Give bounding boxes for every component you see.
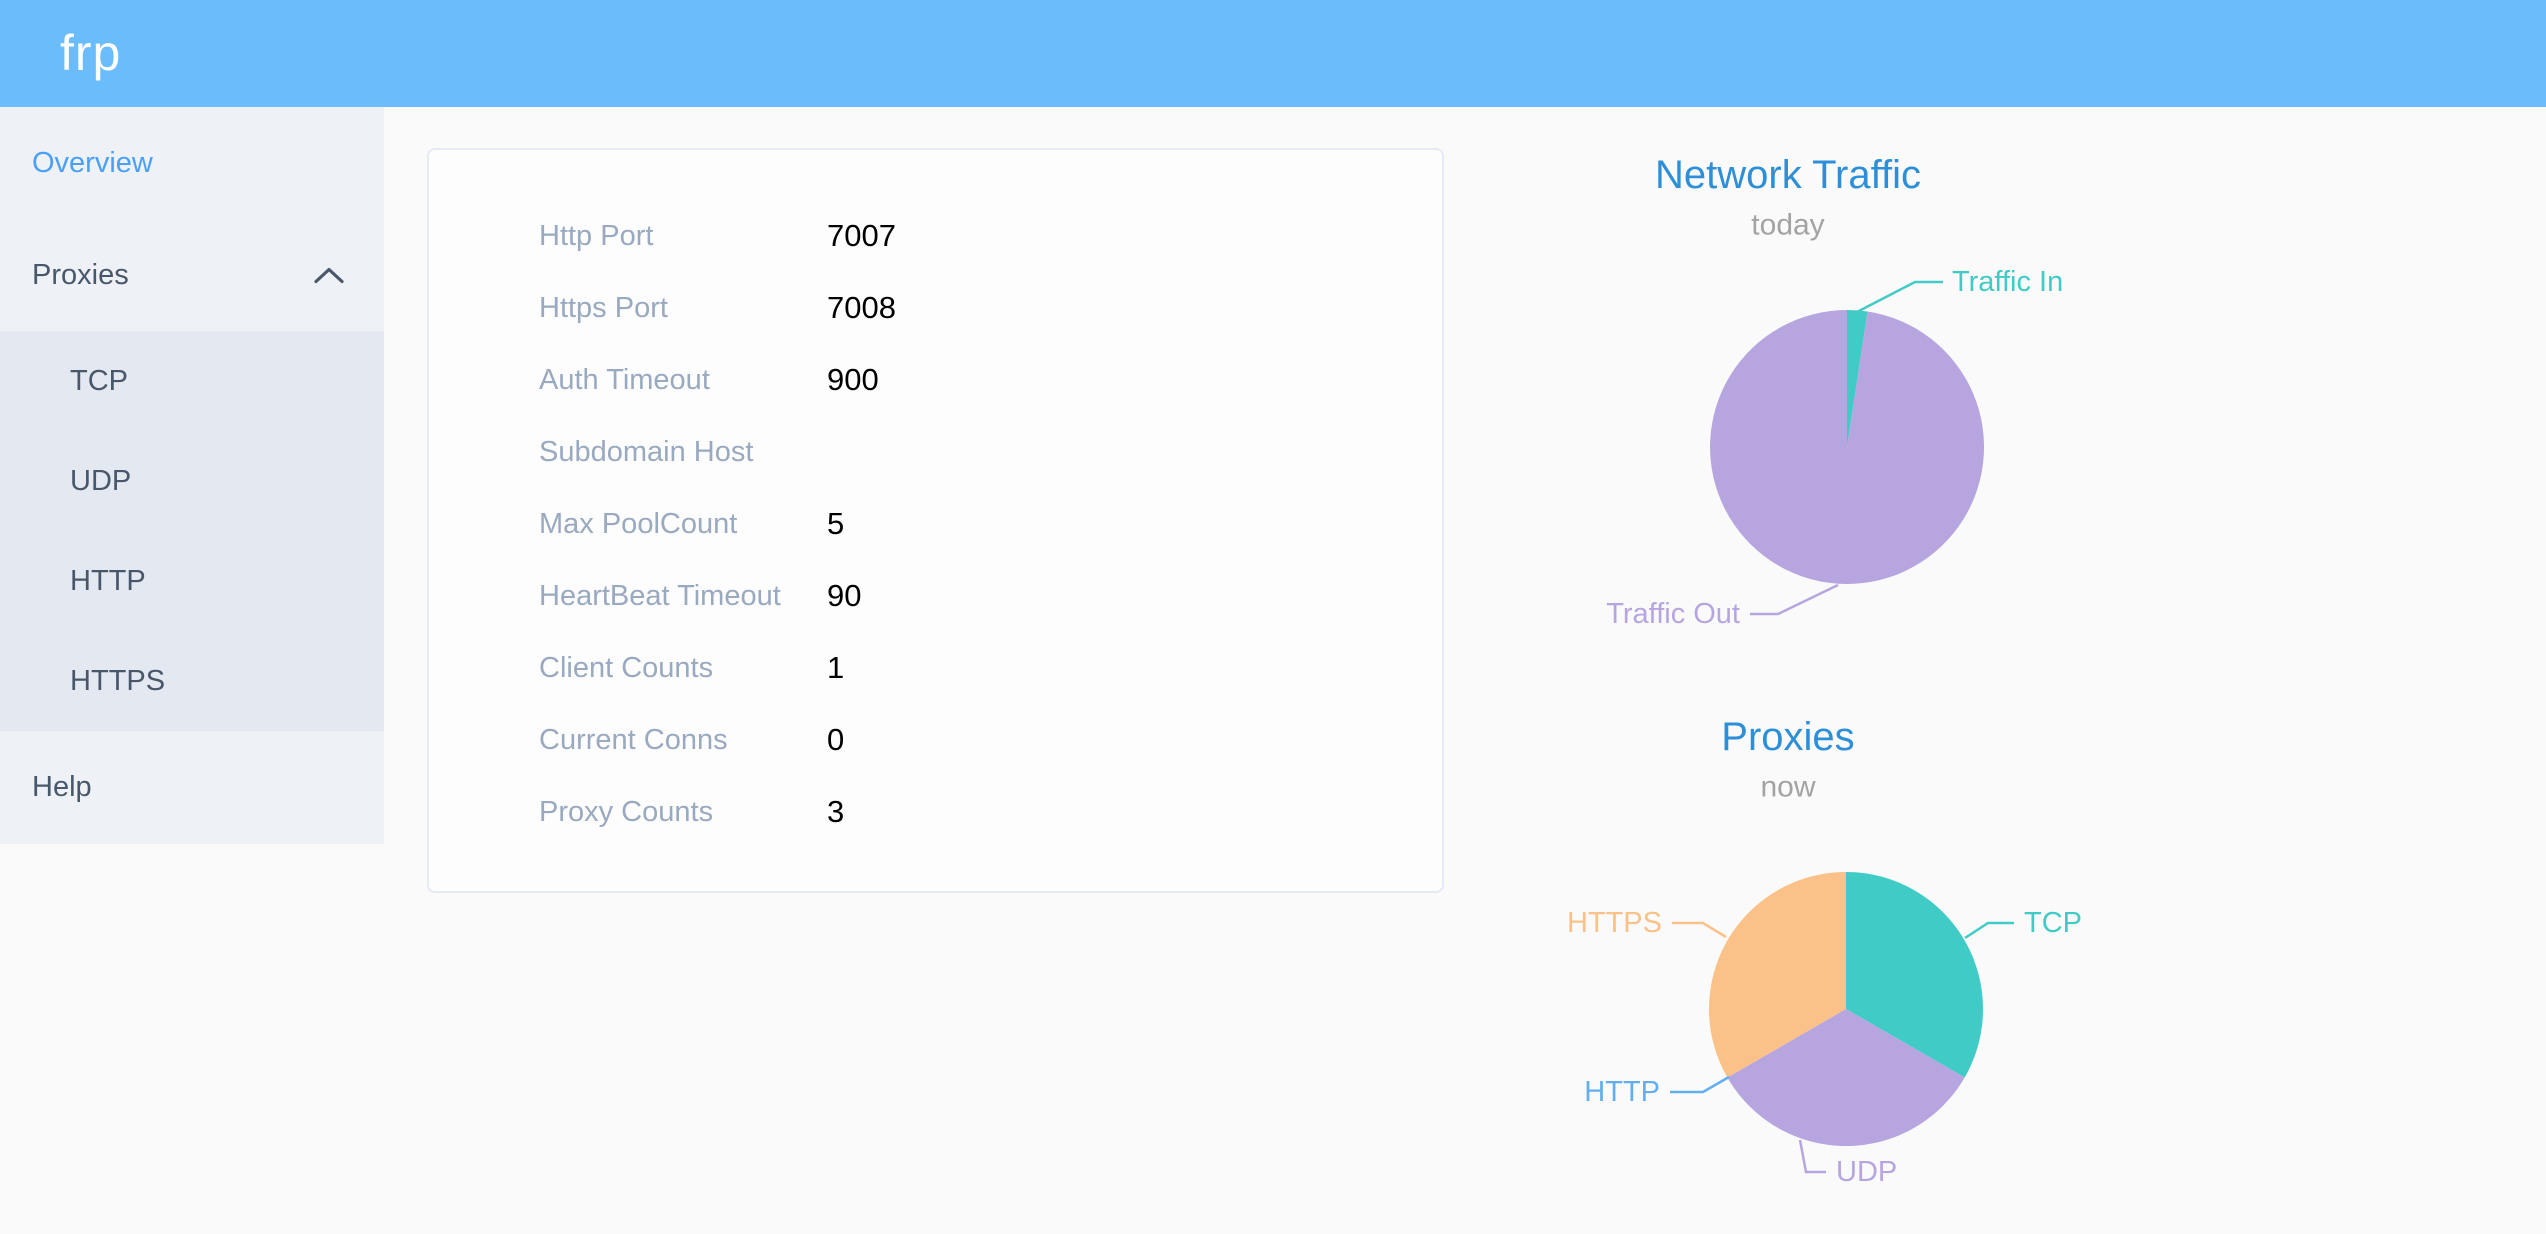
https-label: HTTPS xyxy=(1567,907,1662,939)
info-label: Client Counts xyxy=(539,652,714,684)
pie-slice-traffic-out[interactable] xyxy=(1710,310,1985,584)
info-label: Https Port xyxy=(539,292,668,324)
info-row-proxy-counts: Proxy Counts 3 xyxy=(429,776,1442,848)
info-label: Max PoolCount xyxy=(539,508,738,540)
info-row-http-port: Http Port 7007 xyxy=(429,200,1442,272)
proxies-submenu: TCP UDP HTTP HTTPS xyxy=(0,331,384,731)
info-value: 1 xyxy=(827,650,845,685)
proxies-chart: Proxies now TCP HTTPS HTTP UDP xyxy=(1430,700,2210,1230)
network-traffic-pie xyxy=(1710,310,1985,584)
pie-slice-traffic-in[interactable] xyxy=(1847,310,1868,447)
pie-slice-tcp[interactable] xyxy=(1846,872,1984,1078)
info-label: Current Conns xyxy=(539,724,728,756)
network-traffic-chart: Network Traffic today Traffic In Traffic… xyxy=(1430,140,2210,650)
info-value: 900 xyxy=(827,362,879,397)
info-label: Proxy Counts xyxy=(539,796,714,828)
sidebar-item-tcp[interactable]: TCP xyxy=(0,331,384,431)
info-label: Auth Timeout xyxy=(539,364,710,396)
sidebar-item-udp[interactable]: UDP xyxy=(0,431,384,531)
sidebar-item-overview-label: Overview xyxy=(32,147,153,179)
sidebar-item-help[interactable]: Help xyxy=(0,731,384,844)
http-label: HTTP xyxy=(1584,1076,1660,1108)
sidebar-item-overview[interactable]: Overview xyxy=(0,107,384,219)
sidebar: Overview Proxies TCP UDP HTTP HTTPS Help xyxy=(0,107,384,844)
chevron-up-icon xyxy=(314,267,344,284)
udp-label: UDP xyxy=(1836,1156,1897,1188)
http-label-line xyxy=(1670,1075,1730,1094)
info-row-client-counts: Client Counts 1 xyxy=(429,632,1442,704)
info-row-heartbeat-timeout: HeartBeat Timeout 90 xyxy=(429,560,1442,632)
network-traffic-subtitle: today xyxy=(1751,209,1824,242)
app-header: frp xyxy=(0,0,2546,107)
info-row-auth-timeout: Auth Timeout 900 xyxy=(429,344,1442,416)
tcp-label: TCP xyxy=(2024,907,2082,939)
info-row-current-conns: Current Conns 0 xyxy=(429,704,1442,776)
info-row-subdomain-host: Subdomain Host xyxy=(429,416,1442,488)
udp-label-line xyxy=(1798,1139,1826,1174)
sidebar-item-tcp-label: TCP xyxy=(70,365,128,397)
sidebar-item-udp-label: UDP xyxy=(70,465,132,497)
info-value: 3 xyxy=(827,794,845,829)
info-value: 7008 xyxy=(827,290,896,325)
sidebar-item-https[interactable]: HTTPS xyxy=(0,631,384,731)
https-label-line xyxy=(1672,921,1727,939)
info-label: HeartBeat Timeout xyxy=(539,580,781,612)
traffic-in-label-line xyxy=(1856,280,1943,314)
sidebar-item-proxies[interactable]: Proxies xyxy=(0,219,384,331)
sidebar-item-help-label: Help xyxy=(32,771,92,803)
tcp-label-line xyxy=(1964,921,2014,940)
info-value: 0 xyxy=(827,722,845,757)
sidebar-item-https-label: HTTPS xyxy=(70,665,166,697)
traffic-out-label-line xyxy=(1750,583,1839,616)
info-label: Subdomain Host xyxy=(539,436,754,468)
sidebar-item-proxies-label: Proxies xyxy=(32,259,129,291)
proxies-pie xyxy=(1708,872,1984,1147)
server-info-card: Http Port 7007 Https Port 7008 Auth Time… xyxy=(427,148,1444,893)
traffic-out-label: Traffic Out xyxy=(1606,598,1740,630)
pie-slice-https[interactable] xyxy=(1708,872,1846,1078)
info-value: 5 xyxy=(827,506,845,541)
info-value: 90 xyxy=(827,578,862,613)
traffic-in-label: Traffic In xyxy=(1952,266,2063,298)
info-value: 7007 xyxy=(827,218,896,253)
proxies-title: Proxies xyxy=(1721,715,1854,759)
info-row-max-poolcount: Max PoolCount 5 xyxy=(429,488,1442,560)
pie-slice-udp[interactable] xyxy=(1727,1009,1965,1147)
network-traffic-title: Network Traffic xyxy=(1655,153,1921,197)
sidebar-item-http[interactable]: HTTP xyxy=(0,531,384,631)
info-label: Http Port xyxy=(539,220,654,252)
app-logo: frp xyxy=(60,25,122,81)
info-row-https-port: Https Port 7008 xyxy=(429,272,1442,344)
sidebar-item-http-label: HTTP xyxy=(70,565,146,597)
proxies-subtitle: now xyxy=(1760,771,1815,804)
